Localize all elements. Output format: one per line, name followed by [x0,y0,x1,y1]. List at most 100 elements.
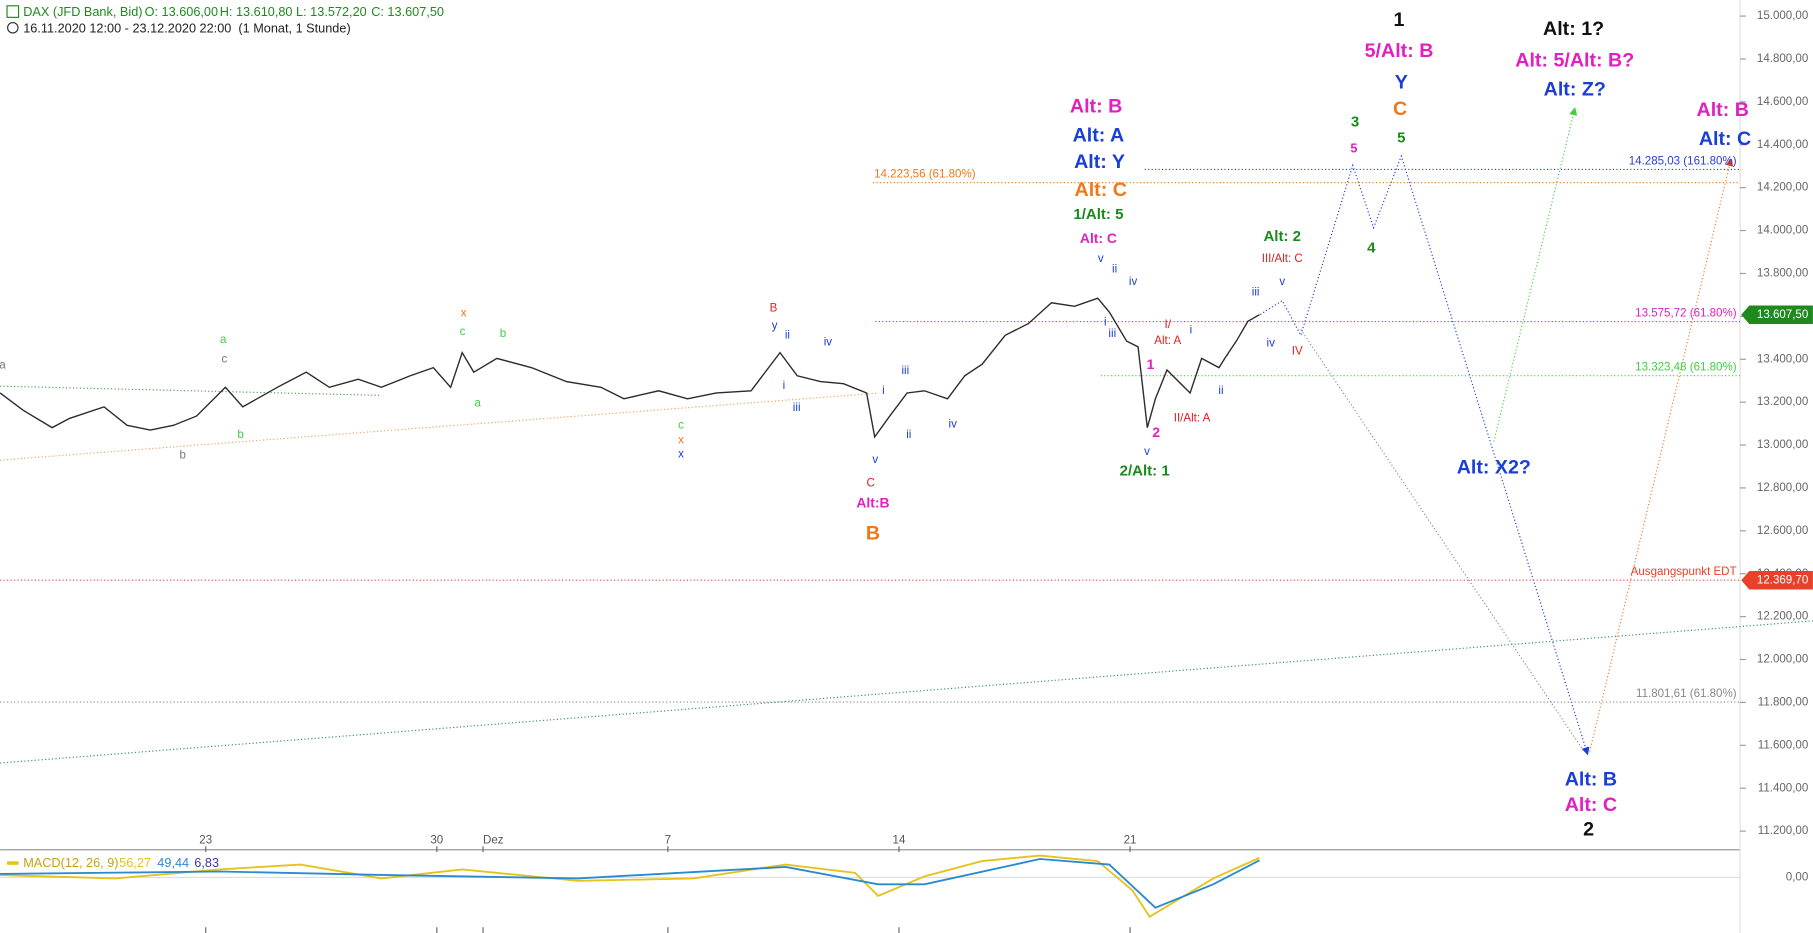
wave-label: ii [785,329,790,341]
level-label: 11.801,61 (61.80%) [1636,688,1737,700]
level-label: 14.223,56 (61.80%) [874,169,976,181]
y-tick-label: 11.400,00 [1758,782,1809,794]
wave-label: a [220,334,227,346]
y-tick-label: 12.000,00 [1757,654,1808,666]
wave-label: b [180,450,186,462]
x-tick-label: 21 [1124,835,1137,847]
wave-label: 2 [1152,424,1160,440]
wave-label: i [783,380,786,392]
y-tick-label: 13.200,00 [1757,396,1808,408]
wave-label: Alt: 2 [1263,228,1301,245]
wave-label: i [1190,325,1193,337]
x-tick-label: 7 [665,835,671,847]
wave-label: 3 [1351,114,1359,131]
wave-label: II/Alt: A [1174,413,1211,425]
price-tag [1741,570,1813,590]
macd-legend-value: 6,83 [194,855,219,870]
wave-label: Alt:B [856,495,889,511]
wave-label: 1/Alt: 5 [1073,206,1123,223]
y-tick-label: 11.600,00 [1758,739,1809,751]
projection-path [1493,107,1578,442]
wave-label: c [678,420,684,432]
y-tick-label: 13.800,00 [1757,268,1808,280]
wave-label: v [1098,253,1104,265]
wave-label: a [474,398,481,410]
wave-label: 2/Alt: 1 [1120,463,1170,480]
wave-label: Alt: 5/Alt: B? [1515,49,1634,71]
x-tick-label: 23 [199,835,212,847]
wave-label: Alt: A [1154,335,1181,347]
y-tick-label: 14.800,00 [1757,53,1808,65]
wave-label: Alt: Z? [1544,78,1606,100]
ohlc-value: O: 13.606,00 [145,4,218,19]
wave-label: i [882,385,885,397]
price-line [0,297,1260,439]
wave-label: iv [1267,337,1276,349]
wave-label: 5/Alt: B [1365,40,1434,62]
wave-label: 1 [1394,9,1405,31]
wave-label: iv [824,336,833,348]
wave-label: Alt: X2? [1457,456,1531,478]
wave-label: B [866,522,880,544]
macd-tick-label: 0,00 [1786,871,1808,883]
symbol-icon [6,5,20,18]
wave-label: 5 [1397,130,1405,147]
wave-label: b [500,328,506,340]
wave-label: y [772,320,778,332]
y-tick-label: 14.000,00 [1757,225,1808,237]
wave-label: iii [901,365,909,377]
wave-label: Alt: C [1080,230,1117,246]
y-tick-label: 12.800,00 [1757,482,1808,494]
projection-path [1589,157,1734,752]
wave-label: Alt: A [1073,125,1125,147]
level-label: 13.575,72 (61.80%) [1635,308,1737,320]
wave-label: C [866,477,874,489]
wave-label: iv [1129,276,1138,288]
wave-label: ii [906,429,911,441]
wave-label: iii [1252,287,1260,299]
ohlc-value: L: 13.572,20 [296,4,367,19]
y-tick-label: 15.000,00 [1757,10,1808,22]
price-tag-label: 12.369,70 [1757,574,1808,586]
trend-line [0,392,879,461]
wave-label: Alt: C [1699,128,1751,150]
macd-legend-value: 49,44 [157,855,189,870]
wave-label: Alt: B [1697,99,1749,121]
wave-label: Alt: B [1565,769,1617,791]
last-price-tag [1741,305,1813,324]
wave-label: iii [1108,328,1116,340]
wave-label: v [1279,276,1285,288]
wave-label: ii [1218,385,1223,397]
y-tick-label: 14.200,00 [1757,182,1808,194]
wave-label: III/Alt: C [1262,253,1303,265]
macd-icon [7,861,19,865]
wave-label: C [1393,98,1407,120]
last-price-label: 13.607,50 [1757,309,1808,321]
y-tick-label: 14.400,00 [1757,139,1808,151]
instrument-title: DAX (JFD Bank, Bid) [23,4,142,19]
wave-label: I/ [1165,319,1172,331]
level-label: 13.323,48 (61.80%) [1635,362,1737,374]
ohlc-value: C: 13.607,50 [371,4,444,19]
wave-label: x [678,435,684,447]
macd-line [0,858,1260,909]
projection-path [1259,154,1590,756]
wave-label: Alt: B [1070,96,1122,118]
y-tick-label: 11.800,00 [1758,696,1809,708]
wave-label: Alt: 1? [1543,18,1604,40]
projection-path [1300,329,1585,752]
wave-label: Alt: Y [1074,151,1125,173]
wave-label: x [678,448,684,460]
wave-label: iv [949,418,958,430]
wave-label: Y [1395,71,1408,93]
wave-label: 2 [1583,818,1594,840]
wave-label: 4 [1367,240,1376,257]
wave-label: c [460,326,466,338]
wave-label: v [872,454,878,466]
wave-label: v [1144,446,1150,458]
y-tick-label: 12.200,00 [1757,611,1808,623]
wave-label: Alt: C [1565,794,1617,816]
